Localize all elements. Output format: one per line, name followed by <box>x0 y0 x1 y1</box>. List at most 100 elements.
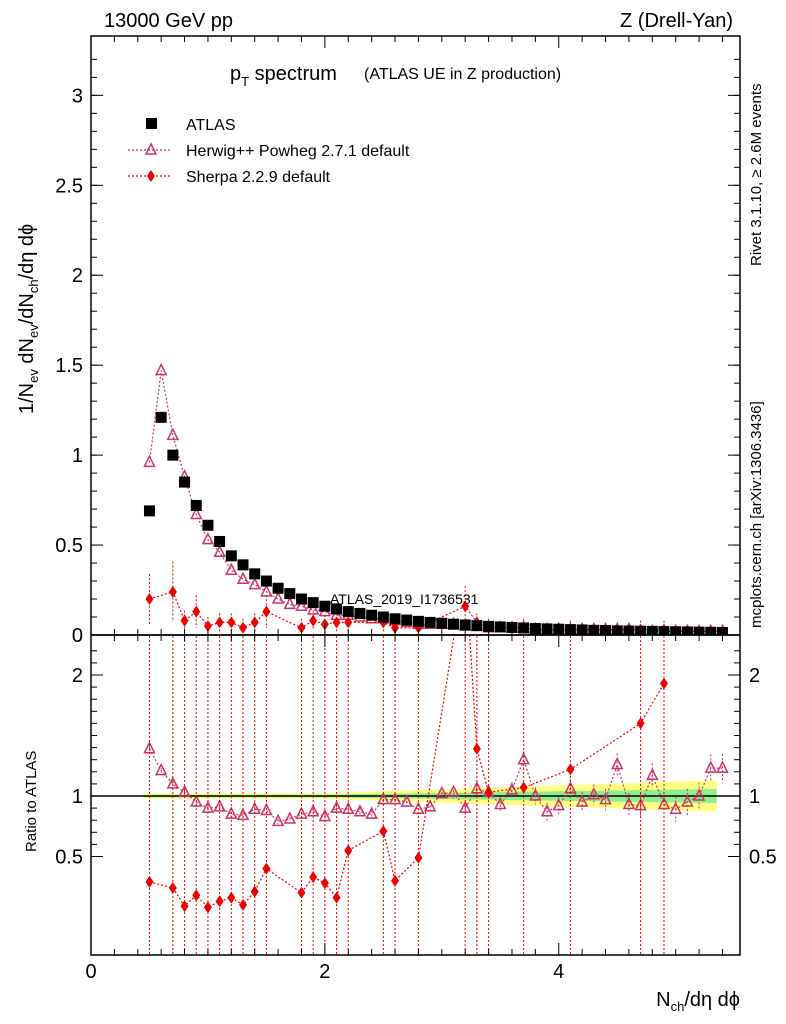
herwig-ratio-point <box>622 796 636 810</box>
atlas-point <box>190 499 202 511</box>
sherpa-ratio-point <box>180 900 189 913</box>
y-tick-label-main: 1.5 <box>55 355 83 377</box>
atlas-point <box>342 606 354 618</box>
herwig-ratio-point <box>306 804 320 817</box>
herwig-ratio-point <box>692 788 706 801</box>
y-tick-label-ratio-right: 2 <box>749 665 760 687</box>
sherpa-ratio-point <box>636 717 645 730</box>
legend-sherpa-marker <box>147 170 155 182</box>
sherpa-point <box>168 585 177 598</box>
atlas-point <box>272 582 284 594</box>
y-tick-label-main: 3 <box>72 85 83 107</box>
atlas-point <box>658 626 670 635</box>
atlas-point <box>494 621 506 633</box>
sherpa-ratio-point <box>519 781 528 794</box>
y-tick-label-ratio-left: 2 <box>72 665 83 687</box>
herwig-ratio-point <box>681 794 694 807</box>
herwig-point <box>236 571 250 584</box>
sherpa-point <box>227 616 236 629</box>
legend-sherpa-label: Sherpa 2.2.9 default <box>186 169 331 186</box>
herwig-point <box>295 598 308 611</box>
atlas-point <box>635 625 647 635</box>
atlas-point <box>436 617 448 629</box>
y-tick-label-main: 2.5 <box>55 175 83 197</box>
herwig-point <box>201 531 215 545</box>
sherpa-point <box>262 605 271 618</box>
legend-atlas-marker <box>146 118 157 129</box>
atlas-point <box>331 603 343 615</box>
y-tick-label-ratio-right: 1 <box>749 786 760 808</box>
herwig-ratio-point <box>236 807 250 821</box>
atlas-point <box>611 625 623 635</box>
herwig-point <box>260 584 273 597</box>
herwig-ratio-point <box>353 804 367 817</box>
herwig-point <box>306 602 320 615</box>
y-tick-label-ratio-left: 1 <box>72 786 83 808</box>
atlas-point <box>389 613 401 625</box>
herwig-point <box>154 362 168 376</box>
sherpa-ratio-point <box>659 677 668 690</box>
sherpa-ratio-point <box>484 786 493 799</box>
sherpa-ratio-point <box>250 885 259 898</box>
herwig-ratio-point <box>271 813 285 827</box>
atlas-point <box>179 476 191 488</box>
atlas-point <box>249 568 261 580</box>
sherpa-ratio-point <box>344 844 353 857</box>
atlas-point <box>518 622 530 634</box>
atlas-point <box>483 620 495 632</box>
sherpa-ratio-point <box>461 560 469 572</box>
sherpa-ratio-point <box>332 891 341 904</box>
x-tick-label: 4 <box>553 961 564 983</box>
atlas-point <box>506 621 518 633</box>
sherpa-ratio-point <box>472 742 481 755</box>
herwig-ratio-point <box>494 796 507 810</box>
analysis-watermark: ATLAS_2019_I1736531 <box>330 591 479 607</box>
herwig-ratio-point <box>295 806 308 819</box>
plot-title-small: (ATLAS UE in Z production) <box>364 66 561 83</box>
atlas-point <box>681 626 693 635</box>
x-axis-label: Nch/dη dϕ <box>656 989 740 1014</box>
sherpa-ratio-point <box>391 874 400 887</box>
sherpa-ratio-point <box>227 891 236 904</box>
herwig-ratio-point <box>283 811 297 824</box>
herwig-point <box>225 562 238 575</box>
atlas-point <box>588 624 600 635</box>
sherpa-ratio-point <box>297 886 306 899</box>
herwig-point <box>271 591 285 604</box>
herwig-ratio-point <box>435 785 449 799</box>
herwig-ratio-point <box>646 767 659 781</box>
sherpa-ratio-point <box>192 889 201 902</box>
herwig-ratio-point <box>225 806 238 819</box>
plot-title-rest: spectrum <box>249 63 337 85</box>
rivet-version-label: Rivet 3.1.10, ≥ 2.6M events <box>748 84 765 267</box>
atlas-point <box>319 600 331 612</box>
atlas-point <box>471 620 483 632</box>
herwig-ratio-point <box>575 794 589 807</box>
herwig-ratio-point <box>400 794 413 807</box>
y-tick-label-main: 2 <box>72 265 83 287</box>
herwig-ratio-point <box>190 794 203 807</box>
legend-herwig-marker <box>144 142 158 155</box>
atlas-point <box>401 614 413 626</box>
atlas-point <box>143 505 155 517</box>
herwig-ratio-point <box>517 752 530 765</box>
atlas-point <box>284 588 296 600</box>
sherpa-point <box>391 621 400 634</box>
herwig-ratio-point <box>154 762 168 776</box>
herwig-ratio-point <box>552 798 565 811</box>
atlas-point <box>705 626 717 635</box>
atlas-point <box>448 618 460 630</box>
legend: ATLAS Herwig++ Powheg 2.7.1 default Sher… <box>128 117 410 186</box>
sherpa-point <box>250 616 259 629</box>
sherpa-ratio-point <box>145 875 154 888</box>
atlas-point <box>155 411 167 423</box>
header-left: 13000 GeV pp <box>104 10 233 32</box>
x-tick-label: 0 <box>85 961 96 983</box>
sherpa-ratio-point <box>566 763 575 776</box>
y-tick-label-main: 1 <box>72 445 83 467</box>
sherpa-point <box>180 614 189 627</box>
y-tick-label-ratio-left: 0.5 <box>55 847 83 869</box>
herwig-ratio-point <box>540 804 554 817</box>
y-tick-label-main: 0 <box>72 625 83 647</box>
legend-herwig-label: Herwig++ Powheg 2.7.1 default <box>186 143 410 160</box>
